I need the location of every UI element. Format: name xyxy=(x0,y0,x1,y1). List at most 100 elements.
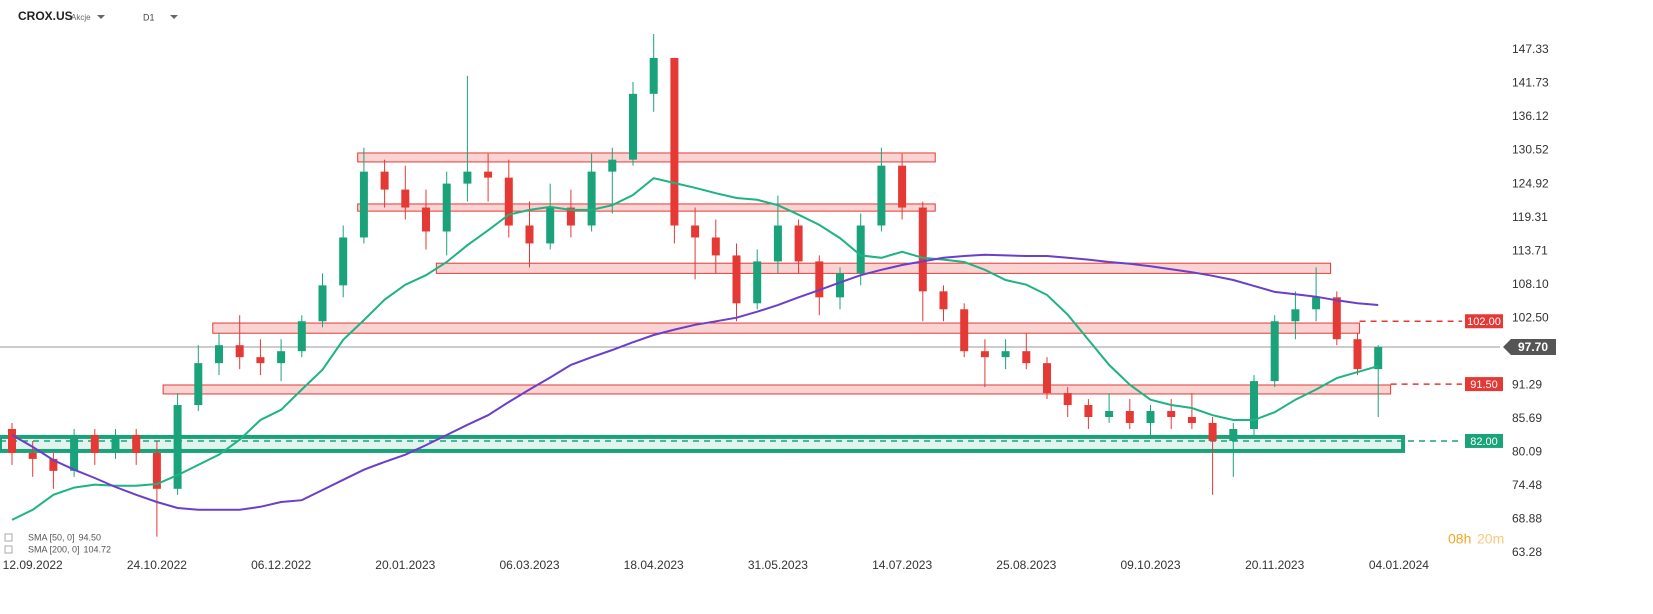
level-label: 91.50 xyxy=(1470,379,1498,391)
x-tick-label: 12.09.2022 xyxy=(3,558,63,572)
x-tick-label: 20.01.2023 xyxy=(375,558,435,572)
symbol-dropdown[interactable] xyxy=(97,15,105,19)
candle-body xyxy=(794,225,803,262)
legend-icon xyxy=(4,545,13,554)
candle-body xyxy=(1353,339,1362,370)
y-tick-label: 136.12 xyxy=(1512,109,1549,123)
candle-body xyxy=(1146,411,1155,423)
candle-body xyxy=(1332,297,1341,340)
y-tick-label: 91.29 xyxy=(1512,378,1542,392)
candle-body xyxy=(359,171,368,238)
candle-body xyxy=(1022,351,1031,364)
candle-body xyxy=(8,428,16,453)
candle-body xyxy=(877,165,886,226)
candle-body xyxy=(463,171,472,184)
legend-value: 104.72 xyxy=(84,544,112,554)
legend-icon xyxy=(4,533,13,542)
candle-body xyxy=(380,171,389,190)
zone xyxy=(357,152,936,163)
candle-body xyxy=(608,159,617,172)
interval-dropdown[interactable] xyxy=(170,15,178,19)
y-tick-label: 85.69 xyxy=(1512,411,1542,425)
candle-body xyxy=(1167,411,1176,418)
candle-body xyxy=(815,261,824,298)
y-tick-label: 68.88 xyxy=(1512,512,1542,526)
candle-body xyxy=(711,237,720,256)
candle-body xyxy=(49,458,58,471)
candle-body xyxy=(194,363,203,406)
candle-body xyxy=(235,345,244,358)
candle-body xyxy=(670,57,679,226)
candle-body xyxy=(318,285,327,322)
candle-body xyxy=(753,261,762,304)
x-tick-label: 04.01.2024 xyxy=(1369,558,1429,572)
x-tick-label: 18.04.2023 xyxy=(624,558,684,572)
candle-body xyxy=(1043,363,1051,394)
candle-body xyxy=(297,321,306,352)
candle-body xyxy=(1312,297,1321,310)
candle-body xyxy=(980,351,989,358)
candle-body xyxy=(132,434,141,453)
last-price-label: 97.70 xyxy=(1518,340,1548,354)
candle-body xyxy=(422,207,430,232)
y-tick-label: 130.52 xyxy=(1512,143,1549,157)
candle-body xyxy=(939,291,948,310)
sma-line xyxy=(11,177,1379,521)
candle-body xyxy=(836,273,844,298)
candle-body xyxy=(401,189,410,208)
candle-body xyxy=(484,171,493,178)
zone xyxy=(435,262,1332,274)
candle-body xyxy=(1105,411,1114,418)
y-tick-label: 108.10 xyxy=(1512,277,1549,291)
interval[interactable]: D1 xyxy=(143,12,155,22)
candle-body xyxy=(1063,393,1072,406)
y-tick-label: 63.28 xyxy=(1512,545,1542,559)
countdown-minutes: 20m xyxy=(1477,531,1504,547)
legend-entry: SMA [200, 0] 104.72 xyxy=(4,544,112,554)
y-tick-label: 113.71 xyxy=(1512,243,1548,257)
candle-body xyxy=(256,357,265,364)
y-tick-label: 74.48 xyxy=(1512,478,1542,492)
candle-body xyxy=(504,177,513,226)
symbol[interactable]: CROX.US xyxy=(18,9,73,23)
candle-body xyxy=(90,434,99,453)
legend-name: SMA [50, 0] xyxy=(28,532,75,542)
candle-body xyxy=(856,225,865,274)
countdown-hours: 08h xyxy=(1448,531,1471,547)
candle-body xyxy=(1187,417,1196,423)
candle-body xyxy=(566,207,575,226)
candle-body xyxy=(773,225,782,262)
candle-body xyxy=(1250,381,1258,429)
candle-body xyxy=(1125,411,1134,423)
candle-body xyxy=(70,434,79,471)
candle-body xyxy=(111,434,120,453)
level-tag xyxy=(1465,314,1503,329)
x-tick-label: 25.08.2023 xyxy=(996,558,1056,572)
candle-body xyxy=(152,452,161,489)
last-price-tag xyxy=(1503,338,1556,355)
x-tick-label: 24.10.2022 xyxy=(127,558,187,572)
x-tick-label: 20.11.2023 xyxy=(1245,558,1304,572)
y-tick-label: 102.50 xyxy=(1512,310,1549,324)
candle-body xyxy=(28,452,37,459)
candle-body xyxy=(1291,309,1300,322)
plot-area: 147.33 141.73 136.12 130.52 124.92 119.31 113.… xyxy=(0,33,1556,572)
y-tick-label: 147.33 xyxy=(1512,42,1549,56)
candle-body xyxy=(173,405,182,489)
candle-body xyxy=(339,237,348,286)
zone xyxy=(212,322,1361,334)
candle-body xyxy=(1229,428,1238,441)
x-tick-label: 09.10.2023 xyxy=(1120,558,1180,572)
x-tick-label: 06.12.2022 xyxy=(251,558,311,572)
legend-value: 94.50 xyxy=(79,532,102,542)
candle-body xyxy=(277,351,286,364)
candle-body xyxy=(732,255,741,304)
level-tag xyxy=(1465,377,1503,392)
legend-entry: SMA [50, 0] 94.50 xyxy=(4,532,102,542)
candle-body xyxy=(898,165,907,208)
candle-body xyxy=(1084,405,1093,418)
level-label: 82.00 xyxy=(1470,436,1498,448)
level-tag xyxy=(1465,433,1503,448)
level-label: 102.00 xyxy=(1467,316,1501,328)
candle-body xyxy=(1208,422,1217,441)
